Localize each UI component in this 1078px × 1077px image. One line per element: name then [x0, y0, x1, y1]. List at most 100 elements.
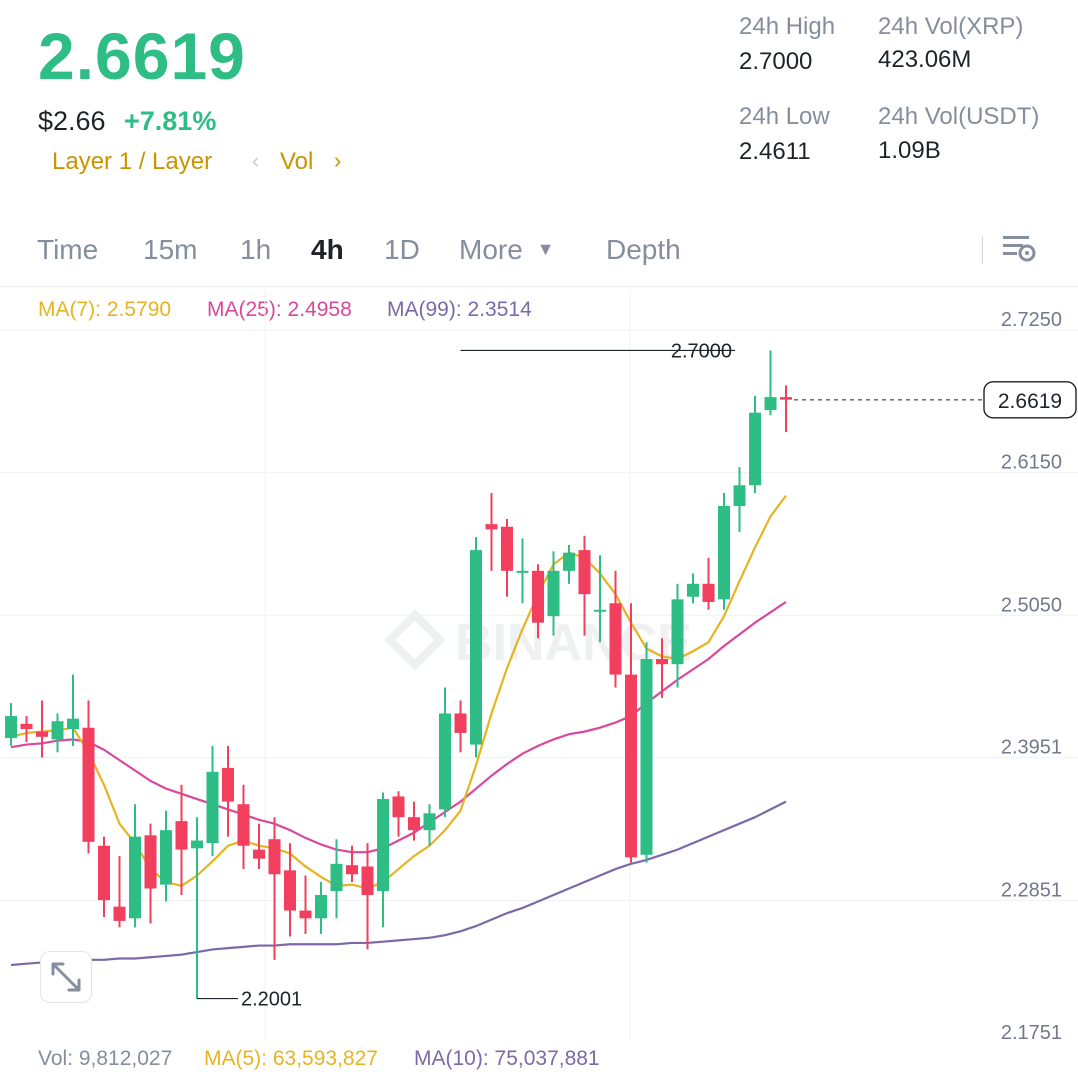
tab-4h[interactable]: 4h	[311, 234, 344, 265]
candle-body	[222, 767, 234, 802]
high-marker-label: 2.7000	[671, 340, 732, 362]
vol-ma10-legend: MA(10): 75,037,881	[414, 1047, 600, 1070]
candle-body	[594, 609, 606, 612]
y-tick-label: 2.6150	[1001, 452, 1062, 474]
low-value: 2.4611	[739, 138, 811, 165]
tab-15m[interactable]: 15m	[143, 234, 198, 265]
candle-body	[687, 583, 699, 597]
y-tick-label: 2.5050	[1001, 594, 1062, 616]
vol-xrp-value: 423.06M	[878, 46, 972, 73]
candle-body	[5, 716, 17, 739]
candlestick-chart[interactable]: BINANCE2.72502.61502.50502.39512.28512.1…	[0, 290, 1078, 1040]
candle-body	[82, 727, 95, 842]
candle-body	[113, 906, 126, 921]
tab-1h[interactable]: 1h	[240, 234, 272, 265]
candle-body	[423, 813, 436, 831]
candle-body	[206, 771, 219, 844]
candle-body	[408, 817, 420, 831]
tab-1d[interactable]: 1D	[384, 234, 420, 265]
candle-body	[20, 723, 33, 730]
candle-body	[284, 870, 296, 911]
candle-body	[439, 713, 451, 810]
low-marker-label: 2.2001	[241, 989, 302, 1011]
y-tick-label: 2.2851	[1001, 879, 1062, 901]
candle-body	[144, 835, 157, 889]
candle-body	[749, 412, 761, 486]
candle-body	[98, 845, 110, 901]
current-price-label: 2.6619	[998, 390, 1062, 413]
candle-body	[454, 713, 467, 733]
candle-body	[547, 570, 560, 617]
interval-tabs: Time 15m 1h 4h 1D More ▼ Depth	[0, 226, 1078, 278]
tag-separator: ‹	[252, 148, 260, 173]
candle-body	[609, 603, 622, 675]
chart-top-border	[0, 286, 1078, 287]
chevron-right-icon[interactable]: ›	[334, 148, 342, 173]
ma25-line	[10, 601, 787, 854]
ma99-line	[10, 800, 787, 967]
y-tick-label: 2.3951	[1001, 737, 1062, 759]
y-tick-label: 2.1751	[1001, 1022, 1062, 1040]
candle-body	[470, 550, 482, 745]
ma25-legend: MA(25): 2.4958	[207, 298, 352, 321]
vol-usdt-value: 1.09B	[878, 137, 941, 164]
candle-body	[501, 526, 513, 571]
ma99-legend: MA(99): 2.3514	[387, 298, 532, 321]
candle-body	[299, 910, 312, 919]
tab-divider	[982, 236, 983, 264]
candle-body	[67, 718, 79, 730]
candle-body	[563, 552, 575, 571]
candle-body	[160, 830, 172, 885]
candle-body	[733, 485, 746, 507]
chart-settings-icon[interactable]	[1000, 230, 1038, 264]
caret-down-icon: ▼	[536, 239, 555, 259]
current-price-box	[983, 381, 1077, 419]
vol-link[interactable]: Vol	[280, 148, 314, 175]
vol-ma5-legend: MA(5): 63,593,827	[204, 1047, 378, 1070]
candle-body	[268, 839, 281, 875]
candle-body	[516, 570, 529, 573]
expand-icon	[51, 962, 81, 992]
high-label: 24h High	[739, 13, 836, 40]
candle-body	[485, 524, 498, 530]
high-value: 2.7000	[739, 48, 813, 75]
ma7-legend: MA(7): 2.5790	[38, 298, 172, 321]
tab-time[interactable]: Time	[37, 234, 99, 265]
candle-body	[361, 866, 374, 895]
candle-body	[175, 821, 188, 850]
tab-more[interactable]: More ▼	[459, 234, 554, 266]
vol-legend: Vol: 9,812,027	[38, 1047, 173, 1070]
tab-depth[interactable]: Depth	[606, 234, 681, 265]
candle-body	[191, 840, 203, 849]
candle-body	[702, 583, 715, 602]
fullscreen-button[interactable]	[40, 951, 92, 1003]
candle-body	[780, 397, 792, 400]
y-tick-label: 2.7250	[1001, 309, 1062, 331]
candle-body	[532, 570, 544, 623]
candle-body	[656, 659, 668, 665]
candle-body	[253, 849, 265, 859]
category-tag[interactable]: Layer 1 / Layer	[52, 148, 213, 175]
candle-body	[392, 796, 405, 818]
candle-body	[578, 550, 591, 595]
watermark-logo	[384, 609, 446, 671]
vol-xrp-label: 24h Vol(XRP)	[878, 13, 1024, 40]
candle-body	[377, 799, 389, 892]
low-label: 24h Low	[739, 103, 830, 130]
last-price: 2.6619	[38, 19, 246, 93]
candle-body	[346, 865, 358, 875]
candle-body	[129, 836, 141, 919]
candle-body	[51, 721, 64, 740]
candle-body	[237, 804, 250, 846]
candle-body	[764, 397, 777, 411]
candle-body	[625, 674, 637, 858]
candle-body	[36, 731, 48, 737]
candle-body	[315, 894, 327, 919]
price-change-percent: +7.81%	[124, 106, 217, 136]
candle-body	[330, 863, 343, 892]
candle-body	[671, 599, 684, 665]
tab-more-label: More	[459, 234, 523, 265]
candle-body	[640, 659, 653, 855]
vol-usdt-label: 24h Vol(USDT)	[878, 103, 1040, 130]
usd-price: $2.66	[38, 106, 106, 136]
